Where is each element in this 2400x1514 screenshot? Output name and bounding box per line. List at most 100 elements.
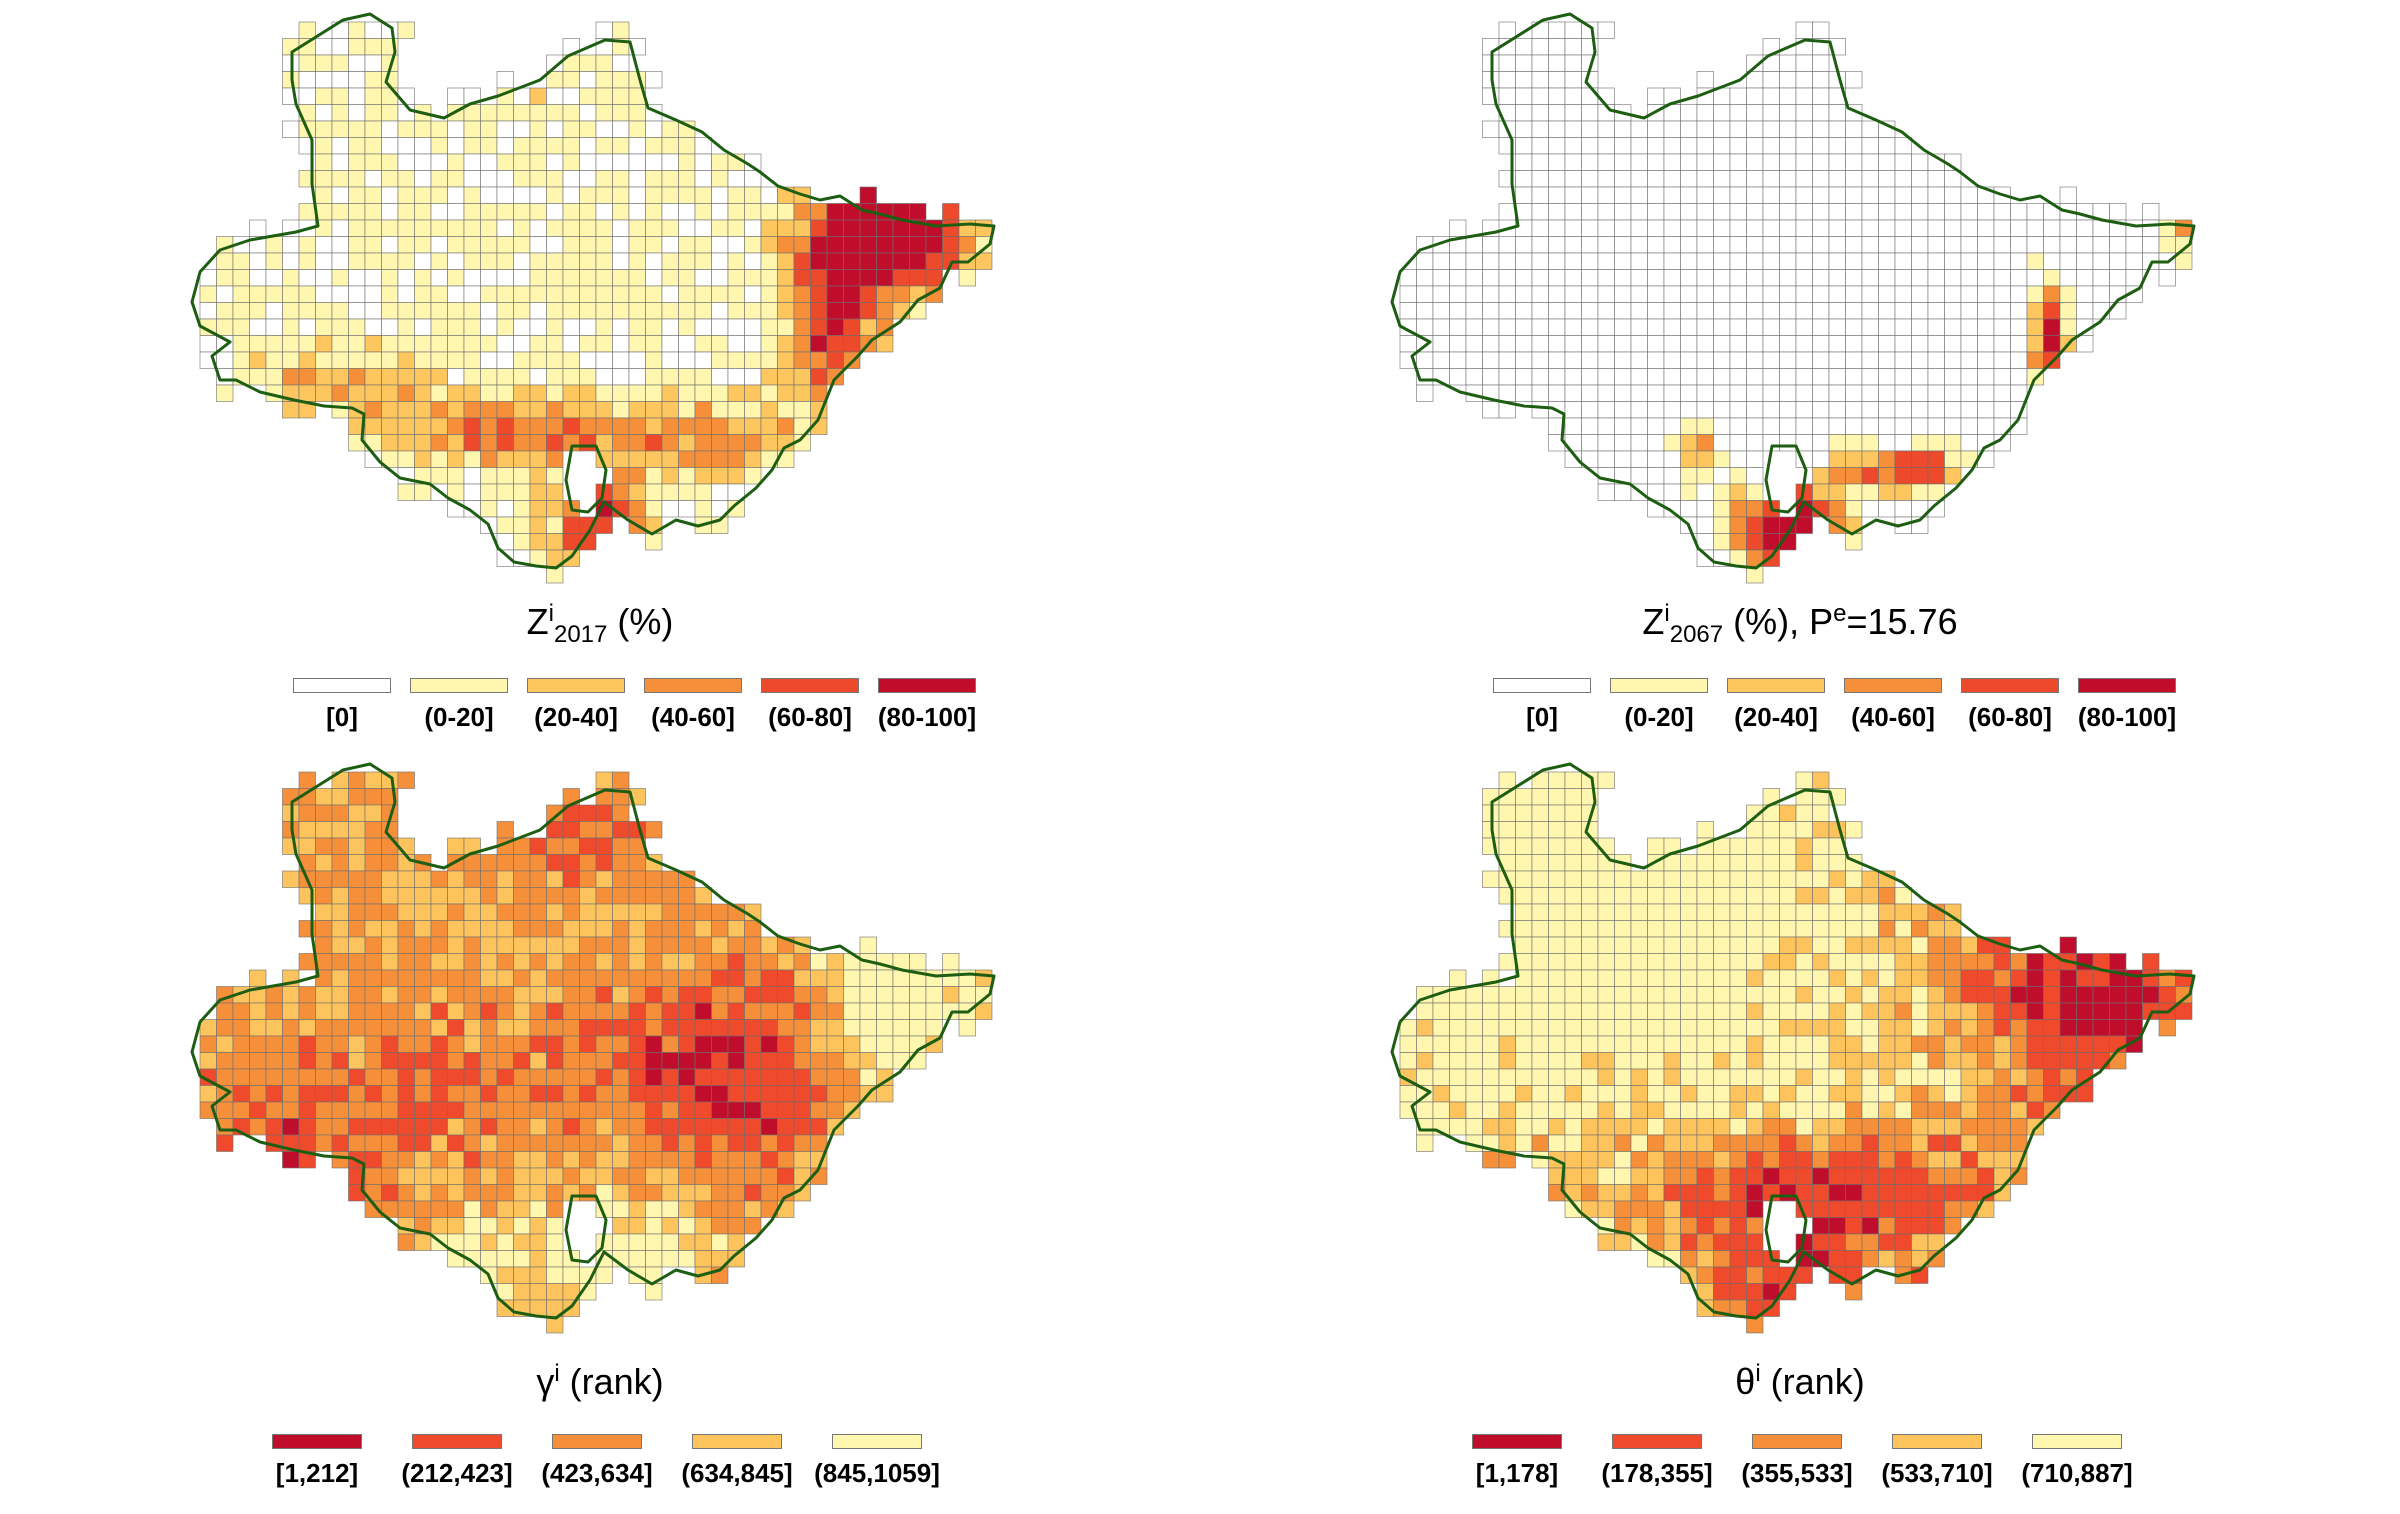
grid-cell — [1630, 302, 1648, 320]
grid-cell — [1614, 269, 1632, 287]
grid-cell — [1713, 368, 1731, 386]
grid-cell — [1696, 483, 1714, 501]
grid-cell — [546, 137, 564, 155]
grid-cell — [348, 384, 366, 402]
grid-cell — [1515, 903, 1533, 921]
grid-cell — [1696, 1184, 1714, 1202]
grid-cell — [1696, 1233, 1714, 1251]
grid-cell — [711, 483, 729, 501]
grid-cell — [1564, 417, 1582, 435]
grid-cell — [760, 236, 778, 254]
grid-cell — [480, 1167, 498, 1185]
grid-cell — [1713, 500, 1731, 518]
grid-cell — [1779, 1085, 1797, 1103]
grid-cell — [1779, 1035, 1797, 1053]
grid-cell — [661, 318, 679, 336]
grid-cell — [1647, 1035, 1665, 1053]
grid-cell — [513, 1035, 531, 1053]
grid-cell — [430, 920, 448, 938]
grid-cell — [645, 1233, 663, 1251]
grid-cell — [1729, 203, 1747, 221]
grid-cell — [711, 1233, 729, 1251]
grid-cell — [1515, 104, 1533, 122]
grid-cell — [364, 219, 382, 237]
grid-cell — [2092, 219, 2110, 237]
grid-cell — [727, 1217, 745, 1235]
grid-cell — [315, 1134, 333, 1152]
grid-cell — [1515, 71, 1533, 89]
grid-cell — [513, 434, 531, 452]
grid-cell — [1597, 21, 1615, 39]
grid-cell — [2158, 986, 2176, 1004]
grid-cell — [579, 269, 597, 287]
grid-cell — [678, 1019, 696, 1037]
grid-cell — [1911, 1151, 1929, 1169]
grid-cell — [513, 219, 531, 237]
grid-cell — [2010, 219, 2028, 237]
grid-cell — [1944, 467, 1962, 485]
grid-cell — [298, 351, 316, 369]
grid-cell — [1762, 318, 1780, 336]
grid-cell — [496, 1118, 514, 1136]
grid-cell — [645, 1200, 663, 1218]
grid-cell — [1696, 219, 1714, 237]
grid-cell — [645, 1101, 663, 1119]
grid-cell — [826, 1002, 844, 1020]
grid-cell — [348, 54, 366, 72]
grid-cell — [232, 252, 250, 270]
grid-cell — [1845, 1250, 1863, 1268]
grid-cell — [1696, 516, 1714, 534]
grid-cell — [1746, 953, 1764, 971]
grid-cell — [909, 986, 927, 1004]
grid-cell — [562, 1101, 580, 1119]
grid-cell — [381, 936, 399, 954]
grid-cell — [1927, 1019, 1945, 1037]
grid-cell — [1746, 1035, 1764, 1053]
grid-cell — [447, 1200, 465, 1218]
grid-cell — [315, 38, 333, 56]
grid-cell — [1812, 936, 1830, 954]
grid-cell — [529, 920, 547, 938]
grid-cell — [1861, 887, 1879, 905]
grid-cell — [1977, 1134, 1995, 1152]
grid-cell — [1911, 1019, 1929, 1037]
grid-cell — [810, 1035, 828, 1053]
grid-cell — [645, 1052, 663, 1070]
grid-cell — [480, 1085, 498, 1103]
grid-cell — [1729, 1217, 1747, 1235]
grid-cell — [1515, 137, 1533, 155]
grid-cell — [1795, 417, 1813, 435]
grid-cell — [1861, 153, 1879, 171]
grid-cell — [381, 986, 399, 1004]
grid-cell — [595, 318, 613, 336]
grid-cell — [579, 903, 597, 921]
grid-cell — [777, 252, 795, 270]
grid-cell — [1927, 450, 1945, 468]
grid-cell — [430, 1118, 448, 1136]
grid-cell — [1597, 186, 1615, 204]
grid-cell — [463, 285, 481, 303]
grid-cell — [777, 953, 795, 971]
grid-cell — [496, 936, 514, 954]
grid-cell — [612, 104, 630, 122]
grid-cell — [282, 285, 300, 303]
grid-cell — [1845, 969, 1863, 987]
grid-cell — [1531, 870, 1549, 888]
grid-cell — [348, 104, 366, 122]
grid-cell — [562, 252, 580, 270]
legend-swatch — [527, 678, 625, 693]
grid-cell — [1498, 1134, 1516, 1152]
grid-cell — [579, 821, 597, 839]
grid-cell — [1812, 351, 1830, 369]
grid-cell — [2010, 986, 2028, 1004]
grid-cell — [1713, 1184, 1731, 1202]
grid-cell — [1894, 1217, 1912, 1235]
grid-cell — [529, 1151, 547, 1169]
grid-cell — [265, 1085, 283, 1103]
grid-cell — [331, 1151, 349, 1169]
grid-cell — [1861, 1052, 1879, 1070]
grid-cell — [1746, 1019, 1764, 1037]
grid-cell — [348, 821, 366, 839]
grid-cell — [1878, 1151, 1896, 1169]
grid-cell — [1828, 1035, 1846, 1053]
